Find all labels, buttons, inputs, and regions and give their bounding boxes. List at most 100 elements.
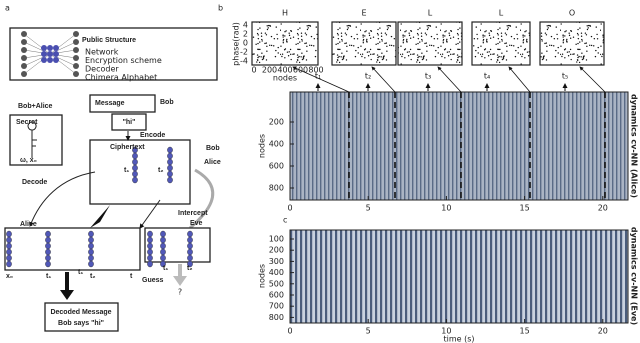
bead (160, 248, 166, 256)
y-tick-label: 200 (269, 246, 284, 255)
time-marker: t₃ (425, 72, 431, 81)
ciphertext-box (89, 139, 191, 205)
node-tick: 200 (262, 66, 277, 75)
bead (147, 254, 153, 262)
node (73, 71, 79, 77)
bead (160, 230, 166, 238)
bead (45, 242, 51, 250)
edge (49, 33, 77, 55)
row-label: x₀ (6, 273, 13, 280)
bead (45, 260, 51, 268)
bead (132, 170, 138, 178)
time-marker: t₄ (484, 72, 490, 81)
bead (88, 254, 94, 262)
side-label: dynamics cv-NN (Alice) (630, 94, 639, 198)
bead (167, 164, 173, 172)
bead (6, 230, 12, 238)
box-title: Message (95, 100, 125, 107)
alice-raster (289, 91, 629, 201)
arrow (508, 66, 531, 93)
panel-label: b (218, 4, 223, 13)
time-marker: t₅ (562, 72, 568, 81)
row-label: t₁ (163, 265, 168, 272)
time-label: t₁ (124, 167, 129, 174)
node (47, 57, 53, 63)
node (41, 57, 47, 63)
box-title: Decoded Message (50, 309, 111, 316)
node (21, 63, 27, 69)
bead (147, 242, 153, 250)
y-tick-label: 600 (269, 291, 284, 300)
y-tick-label: 800 (269, 184, 284, 193)
bead (160, 242, 166, 250)
action-label: Intercept (178, 210, 208, 217)
y-tick-label: 100 (269, 235, 284, 244)
list-item: Decoder (85, 65, 119, 74)
eve-raster (289, 229, 629, 324)
time-label: t₂ (158, 167, 163, 174)
y-tick-label: 600 (269, 162, 284, 171)
edge (23, 33, 51, 55)
x-tick-label: 10 (441, 204, 451, 213)
letter: L (499, 9, 504, 18)
decode-box (4, 227, 141, 271)
node (41, 45, 47, 51)
x-tick-label: 20 (598, 327, 608, 336)
node (21, 55, 27, 61)
bead (132, 158, 138, 166)
phase-snapshot (471, 21, 531, 66)
bead (88, 230, 94, 238)
bead (88, 260, 94, 268)
y-tick-label: 400 (269, 268, 284, 277)
arrow (579, 66, 606, 93)
bead (45, 230, 51, 238)
y-tick-label: 200 (269, 118, 284, 127)
bead (187, 242, 193, 250)
party-label: Bob (206, 145, 220, 152)
arrow (29, 171, 96, 227)
x-tick-label: 0 (287, 204, 292, 213)
row-label: t₁ (78, 269, 83, 276)
bead (147, 230, 153, 238)
row-label: t₁ (46, 273, 51, 280)
eve-box (144, 227, 211, 263)
arrow (371, 66, 396, 93)
bead (147, 248, 153, 256)
unknown-mark: ? (178, 288, 182, 297)
party-label: Alice (204, 159, 221, 166)
node (41, 51, 47, 57)
list-item: Encryption scheme (85, 56, 162, 65)
x-tick-label: 5 (366, 327, 371, 336)
message-box (89, 94, 156, 113)
row-label: t₂ (90, 273, 95, 280)
node (21, 31, 27, 37)
bead (45, 248, 51, 256)
list-item: Chimera Alphabet (85, 73, 157, 82)
secret-vars: ω, x₀ (20, 157, 37, 164)
bead (187, 230, 193, 238)
bead (160, 236, 166, 244)
node-tick: 800 (308, 66, 323, 75)
time-marker: t₁ (315, 72, 321, 81)
y-axis-label: nodes (258, 264, 267, 288)
node-tick: 400 (277, 66, 292, 75)
node (73, 63, 79, 69)
party-label: Bob (160, 99, 174, 106)
letter: E (361, 9, 366, 18)
y-tick-label: 400 (269, 140, 284, 149)
arrow (60, 272, 74, 300)
bead (88, 248, 94, 256)
message-text-box (111, 113, 147, 131)
node (47, 45, 53, 51)
party-label: Bob+Alice (18, 103, 53, 110)
bead (147, 236, 153, 244)
bead (132, 176, 138, 184)
node (53, 51, 59, 57)
oscillator-chains (6, 146, 193, 268)
bead (88, 236, 94, 244)
phase-tick: 0 (243, 39, 248, 48)
bead (147, 260, 153, 268)
y-tick-label: 500 (269, 279, 284, 288)
box-title: Secret (16, 119, 38, 126)
